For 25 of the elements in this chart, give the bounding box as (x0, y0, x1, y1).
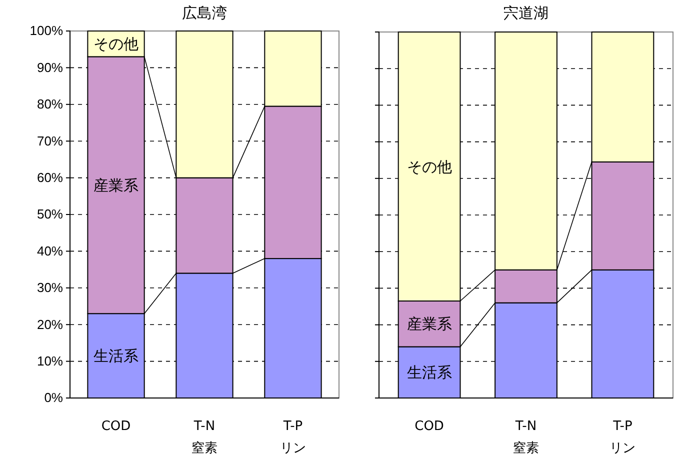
y-tick-label: 40% (36, 243, 64, 258)
series-label: 産業系 (406, 315, 452, 334)
series-label: 産業系 (94, 176, 139, 194)
x-tick-label: T-P リン (280, 419, 306, 456)
series-label: 生活系 (406, 364, 452, 382)
y-tick-label: 90% (36, 60, 64, 75)
y-tick-label: 30% (36, 280, 64, 296)
y-tick-label: 60% (36, 170, 64, 185)
y-tick-label: 50% (36, 206, 64, 222)
y-tick-label: 20% (36, 316, 64, 332)
y-tick-label: 100% (30, 23, 64, 38)
y-tick-label: 10% (36, 353, 64, 368)
x-tick-label: COD (414, 419, 444, 434)
y-tick-label: 70% (36, 133, 64, 148)
series-label: その他 (406, 158, 452, 176)
x-tick-label: COD (101, 419, 131, 434)
chart-title: 宍道湖 (504, 4, 548, 22)
series-label: その他 (94, 35, 139, 54)
series-label: 生活系 (94, 347, 139, 366)
y-tick-label: 80% (36, 96, 64, 112)
x-tick-label: T-N 窒素 (513, 419, 539, 456)
x-tick-label: T-P リン (610, 419, 636, 456)
y-tick-label: 0% (44, 390, 64, 406)
chart-title: 広島湾 (182, 4, 227, 22)
x-tick-label: T-N 窒素 (192, 419, 218, 456)
